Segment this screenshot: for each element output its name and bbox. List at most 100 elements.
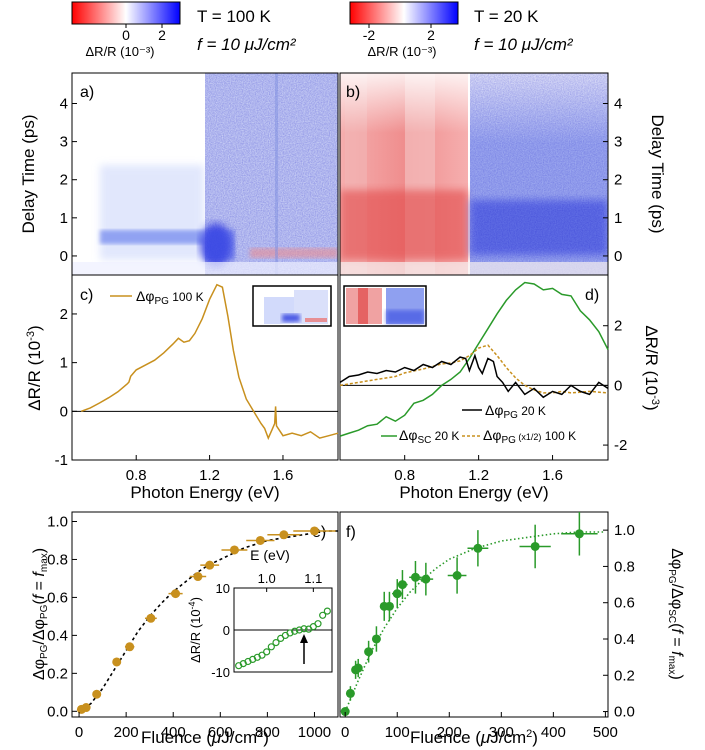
panel-f-point-15 bbox=[574, 529, 584, 539]
fluence-label-left: f = 10 μJ/cm² bbox=[197, 35, 297, 54]
panel-c-ytick-0: -1 bbox=[55, 452, 68, 469]
panel-d-xlabel: Photon Energy (eV) bbox=[399, 483, 548, 502]
panel-e-inset-point-13 bbox=[295, 626, 303, 634]
panel-e-inset-arrow bbox=[300, 634, 308, 664]
panel-e-point-5 bbox=[146, 613, 156, 623]
panel-f-xtick-5: 500 bbox=[593, 724, 618, 741]
panel-f-xtick-3: 300 bbox=[489, 724, 514, 741]
panel-e-inset-point-17 bbox=[314, 620, 322, 628]
panel-e-inset-xtick-0: 1.0 bbox=[258, 571, 276, 586]
panel-b-ytick-0: 0 bbox=[614, 248, 622, 265]
panel-e-point-12 bbox=[309, 526, 319, 536]
panel-c-ytick-2: 1 bbox=[60, 355, 68, 372]
panel-f-ytick-1: 0.2 bbox=[614, 667, 635, 684]
panel-b-label: b) bbox=[346, 84, 360, 101]
panel-a-ytick-0: 0 bbox=[60, 248, 68, 265]
panel-f-point-10 bbox=[410, 572, 420, 582]
panel-e-point-10 bbox=[255, 535, 265, 545]
panel-f-ylabel: ΔφPG/ΔφSC(f = fmax) bbox=[666, 548, 685, 680]
fluence-label-right: f = 10 μJ/cm² bbox=[474, 35, 574, 54]
panel-f-point-8 bbox=[392, 589, 402, 599]
panel-e-inset-ytick-2: -10 bbox=[211, 665, 230, 680]
colorbar-left-tick-0: 0 bbox=[122, 27, 130, 43]
colorbar-left-gradient bbox=[71, 1, 181, 25]
panel-e-point-4 bbox=[125, 642, 135, 652]
panel-e-point-2 bbox=[92, 689, 102, 699]
panel-a-label: a) bbox=[80, 84, 94, 101]
panel-e-ytick-2: 0.4 bbox=[47, 627, 68, 644]
panel-f-frame bbox=[339, 511, 609, 718]
panel-e-inset-point-6 bbox=[263, 648, 271, 656]
colorbar-right-tick-neg2: -2 bbox=[363, 27, 376, 43]
panel-a-heatmap bbox=[72, 73, 338, 275]
panel-e-point-8 bbox=[205, 560, 215, 570]
panel-e-inset-point-5 bbox=[258, 651, 266, 659]
panel-d-ytick-0: -2 bbox=[614, 437, 627, 454]
panel-e-point-9 bbox=[229, 545, 239, 555]
panel-d-ytick-2: 2 bbox=[614, 318, 622, 335]
panel-b-ylabel: Delay Time (ps) bbox=[648, 114, 667, 233]
panel-e-ytick-0: 0.0 bbox=[47, 703, 68, 720]
panel-f-point-5 bbox=[371, 634, 381, 644]
panel-e-inset-xlabel: E (eV) bbox=[250, 547, 290, 563]
colorbar-left: 0 2 ΔR/R (10⁻³) T = 100 K f = 10 μJ/cm² bbox=[71, 1, 297, 59]
panel-f-point-0 bbox=[340, 707, 350, 717]
colorbar-right-gradient bbox=[349, 1, 459, 25]
panel-f-point-9 bbox=[397, 580, 407, 590]
panel-e-inset-point-18 bbox=[319, 611, 327, 619]
panel-e-point-7 bbox=[193, 572, 203, 582]
panel-c-xtick-0: 0.8 bbox=[126, 467, 147, 484]
panel-f-xtick-0: 0 bbox=[341, 724, 349, 741]
panel-c-xtick-2: 1.6 bbox=[273, 467, 294, 484]
colorbar-right: -2 2 ΔR/R (10⁻³) T = 20 K f = 10 μJ/cm² bbox=[349, 1, 574, 59]
panel-e-point-3 bbox=[112, 657, 122, 667]
colorbar-right-units: ΔR/R (10⁻³) bbox=[368, 44, 437, 59]
panel-d-xtick-0: 0.8 bbox=[394, 467, 415, 484]
panel-f-ytick-3: 0.6 bbox=[614, 595, 635, 612]
panel-f-ytick-0: 0.0 bbox=[614, 704, 635, 721]
panel-c-ylabel: ΔR/R (10-3) bbox=[25, 325, 44, 410]
panel-e-xtick-0: 0 bbox=[75, 724, 83, 741]
panel-c-ytick-1: 0 bbox=[60, 403, 68, 420]
panel-f-ytick-2: 0.4 bbox=[614, 631, 635, 648]
panel-a-ylabel: Delay Time (ps) bbox=[19, 114, 38, 233]
panel-c-label: c) bbox=[80, 287, 93, 304]
panel-d-legend: ΔφPG 20 K ΔφSC 20 K ΔφPG (x1/2) 100 K bbox=[381, 402, 576, 446]
panel-e-xlabel: Fluence (μJ/cm2) bbox=[141, 728, 269, 747]
panel-d-legend-pg100: ΔφPG (x1/2) 100 K bbox=[483, 427, 576, 446]
panel-c-legend: ΔφPG 100 K bbox=[110, 288, 204, 307]
panel-e-inset-point-8 bbox=[272, 638, 280, 647]
panel-e-xtick-1: 200 bbox=[114, 724, 139, 741]
panel-d-series-pg20 bbox=[339, 353, 609, 399]
panel-f-point-14 bbox=[530, 541, 540, 551]
panel-f-ytick-4: 0.8 bbox=[614, 558, 635, 575]
panel-a-ytick-3: 3 bbox=[60, 134, 68, 151]
panel-f-xtick-1: 100 bbox=[385, 724, 410, 741]
panel-e-inset-point-7 bbox=[267, 643, 275, 651]
panel-f-ytick-5: 1.0 bbox=[614, 522, 635, 539]
panel-f-point-3 bbox=[353, 663, 363, 673]
panel-f-point-13 bbox=[473, 543, 483, 553]
panel-e-inset-ytick-0: 10 bbox=[216, 581, 230, 596]
panel-c-inset-heatmap bbox=[252, 285, 332, 327]
panel-b-ytick-2: 2 bbox=[614, 172, 622, 189]
panel-d-inset-heatmap bbox=[343, 285, 427, 327]
panel-e-ytick-1: 0.2 bbox=[47, 665, 68, 682]
panel-b-ytick-3: 3 bbox=[614, 134, 622, 151]
panel-c-xlabel: Photon Energy (eV) bbox=[130, 483, 279, 502]
panel-d-ylabel: ΔR/R (10-3) bbox=[642, 325, 661, 410]
panel-e-inset-ytick-1: 0 bbox=[223, 623, 230, 638]
panel-e-inset-ylabel: ΔR/R (10-4) bbox=[187, 597, 203, 663]
panel-e-point-1 bbox=[81, 703, 91, 713]
panel-e-inset-point-14 bbox=[300, 625, 308, 633]
panel-e-xtick-5: 1000 bbox=[298, 724, 331, 741]
colorbar-left-units: ΔR/R (10⁻³) bbox=[86, 44, 155, 59]
panel-f-label: f) bbox=[346, 524, 356, 541]
temperature-label-right: T = 20 K bbox=[474, 7, 539, 26]
panel-b-heatmap bbox=[340, 73, 608, 275]
panel-d-xtick-1: 1.2 bbox=[468, 467, 489, 484]
panel-e-xtick-2: 400 bbox=[161, 724, 186, 741]
panel-d-legend-pg20: ΔφPG 20 K bbox=[485, 402, 546, 421]
